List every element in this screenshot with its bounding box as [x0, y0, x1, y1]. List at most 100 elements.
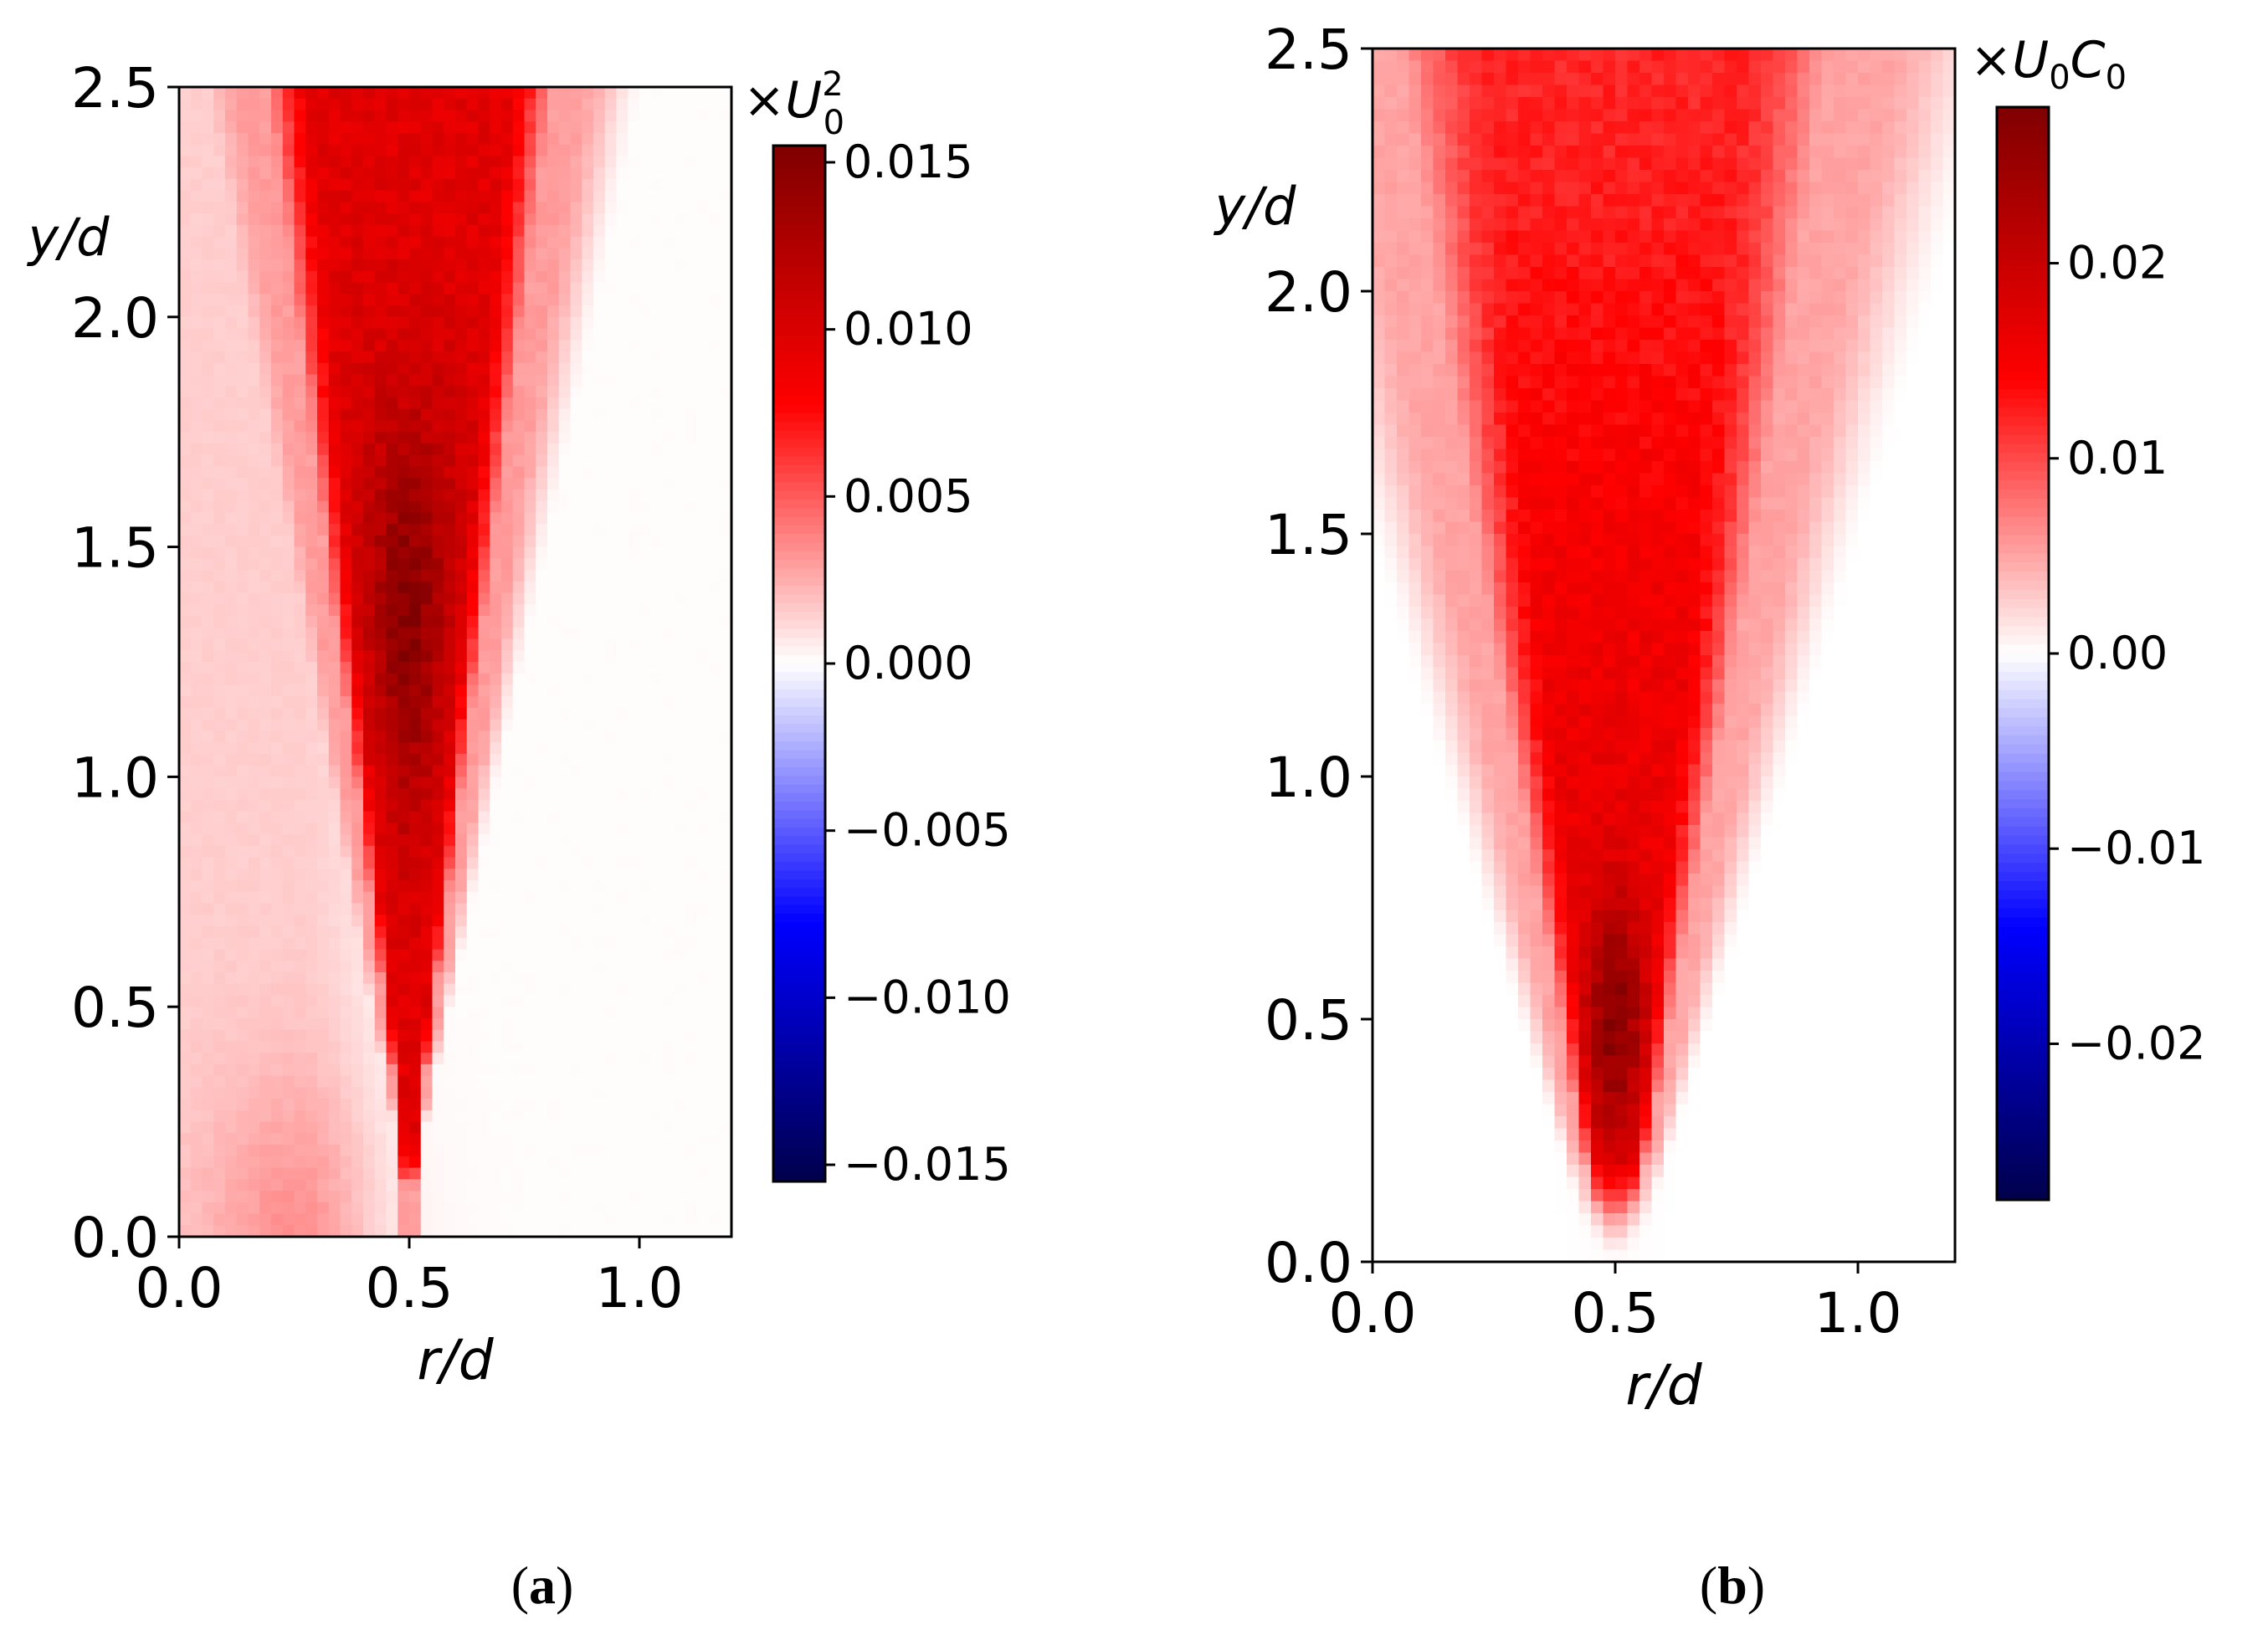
heatmap-cell	[213, 224, 226, 238]
heatmap-cell	[696, 949, 710, 961]
heatmap-cell	[432, 719, 444, 732]
heatmap-cell	[696, 558, 710, 571]
heatmap-cell	[317, 408, 330, 422]
heatmap-cell	[259, 478, 272, 490]
colorbar-segment	[773, 750, 825, 760]
heatmap-cell	[179, 684, 192, 697]
heatmap-cell	[674, 294, 686, 306]
heatmap-cell	[696, 1145, 710, 1157]
heatmap-cell	[639, 880, 652, 893]
heatmap-cell	[444, 742, 456, 755]
heatmap-cell	[236, 98, 249, 111]
heatmap-cell	[696, 742, 710, 755]
heatmap-cell	[225, 753, 238, 766]
heatmap-cell	[202, 1053, 214, 1065]
heatmap-cell	[225, 305, 238, 318]
heatmap-cell	[662, 1017, 675, 1031]
heatmap-cell	[512, 949, 526, 961]
heatmap-cell	[225, 765, 238, 777]
heatmap-cell	[351, 248, 364, 260]
heatmap-cell	[490, 1087, 502, 1099]
heatmap-cell	[259, 167, 272, 180]
heatmap-cell	[720, 121, 732, 134]
heatmap-cell	[340, 650, 352, 663]
heatmap-cell	[512, 995, 526, 1007]
heatmap-cell	[317, 1202, 330, 1215]
heatmap-cell	[248, 351, 260, 364]
heatmap-cell	[213, 1167, 226, 1180]
heatmap-cell	[696, 765, 710, 777]
heatmap-cell	[524, 478, 536, 490]
heatmap-cell	[674, 328, 686, 341]
heatmap-cell	[340, 512, 352, 525]
heatmap-cell	[604, 638, 618, 651]
heatmap-cell	[650, 454, 664, 468]
heatmap-cell	[271, 1225, 284, 1238]
heatmap-cell	[294, 1099, 306, 1111]
heatmap-cell	[512, 719, 526, 732]
heatmap-cell	[674, 1087, 686, 1099]
heatmap-cell	[282, 558, 295, 571]
heatmap-cell	[662, 512, 675, 525]
heatmap-cell	[328, 1225, 341, 1238]
heatmap-cell	[202, 730, 214, 743]
heatmap-cell	[328, 454, 341, 468]
heatmap-cell	[639, 869, 652, 881]
heatmap-cell	[351, 753, 364, 766]
heatmap-cell	[351, 581, 364, 594]
heatmap-cell	[317, 1007, 330, 1019]
heatmap-cell	[202, 110, 214, 122]
heatmap-cell	[628, 570, 640, 582]
heatmap-cell	[616, 248, 629, 260]
heatmap-cell	[674, 719, 686, 732]
heatmap-cell	[547, 466, 560, 479]
heatmap-cell	[248, 1133, 260, 1146]
heatmap-cell	[547, 259, 560, 272]
heatmap-cell	[340, 604, 352, 617]
heatmap-cell	[202, 673, 214, 686]
heatmap-cell	[317, 558, 330, 571]
heatmap-cell	[512, 489, 526, 502]
heatmap-cell	[202, 1029, 214, 1043]
heatmap-cell	[340, 1110, 352, 1123]
heatmap-cell	[432, 466, 444, 479]
heatmap-cell	[248, 397, 260, 410]
heatmap-cell	[478, 132, 490, 146]
heatmap-cell	[271, 270, 284, 284]
heatmap-cell	[340, 811, 352, 823]
heatmap-cell	[271, 1053, 284, 1065]
heatmap-cell	[374, 558, 387, 571]
heatmap-cell	[639, 983, 652, 997]
heatmap-cell	[490, 121, 502, 134]
heatmap-cell	[616, 971, 629, 985]
heatmap-cell	[512, 1087, 526, 1099]
heatmap-cell	[685, 684, 698, 697]
heatmap-cell	[190, 1179, 203, 1192]
heatmap-cell	[604, 765, 618, 777]
heatmap-cell	[639, 788, 652, 801]
heatmap-cell	[444, 294, 456, 306]
heatmap-cell	[386, 983, 398, 997]
heatmap-cell	[582, 592, 594, 605]
heatmap-cell	[593, 1110, 606, 1123]
heatmap-cell	[478, 1099, 490, 1111]
heatmap-cell	[305, 1121, 318, 1134]
heatmap-cell	[593, 788, 606, 801]
heatmap-cell	[547, 443, 560, 456]
heatmap-cell	[236, 1087, 249, 1099]
heatmap-cell	[271, 478, 284, 490]
heatmap-cell	[236, 627, 249, 640]
heatmap-cell	[685, 132, 698, 146]
heatmap-cell	[696, 213, 710, 226]
heatmap-cell	[558, 845, 572, 859]
heatmap-cell	[351, 213, 364, 226]
heatmap-cell	[444, 454, 456, 468]
heatmap-cell	[282, 351, 295, 364]
heatmap-cell	[650, 121, 664, 134]
colorbar-segment	[773, 474, 825, 483]
heatmap-cell	[455, 1156, 468, 1169]
heatmap-cell	[685, 1225, 698, 1238]
heatmap-cell	[650, 1029, 664, 1043]
colorbar-segment	[773, 1086, 825, 1096]
heatmap-cell	[190, 1075, 203, 1088]
